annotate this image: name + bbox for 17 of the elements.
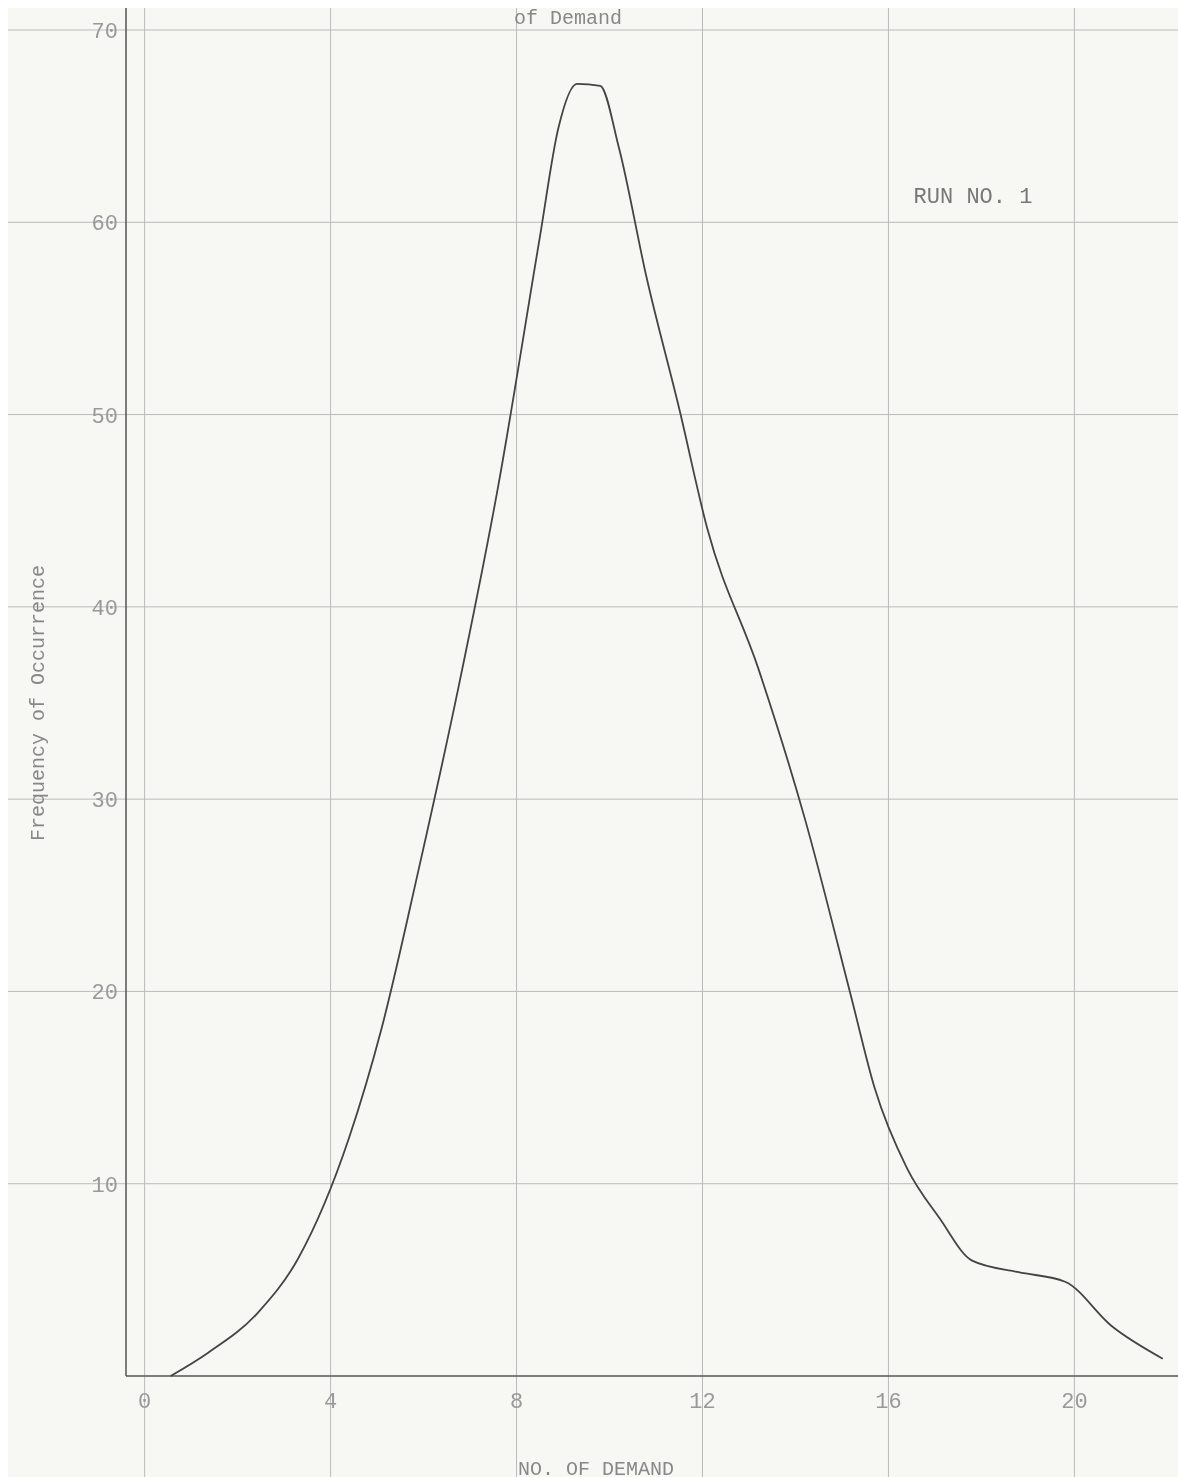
line-series — [169, 82, 1164, 1377]
x-tick-label: 16 — [875, 1390, 902, 1415]
annotation: RUN NO. 1 — [913, 185, 1033, 210]
x-tick-label: 20 — [1061, 1390, 1088, 1415]
y-tick-label: 40 — [91, 596, 118, 622]
y-tick-label: 20 — [91, 981, 118, 1007]
x-tick-label: 8 — [509, 1390, 524, 1415]
y-tick-label: 30 — [91, 789, 118, 815]
y-tick-label: 60 — [91, 212, 118, 238]
x-tick-label: 4 — [323, 1390, 338, 1415]
y-tick-label: 10 — [91, 1173, 118, 1199]
y-tick-label: 70 — [91, 20, 118, 45]
y-axis-title: Frequency of Occurrence — [27, 564, 50, 842]
y-tick-label: 50 — [91, 404, 118, 430]
x-axis-title: NO. OF DEMAND — [517, 1458, 675, 1477]
x-tick-label: 0 — [137, 1390, 152, 1415]
chart-title: of Demand — [513, 7, 623, 30]
